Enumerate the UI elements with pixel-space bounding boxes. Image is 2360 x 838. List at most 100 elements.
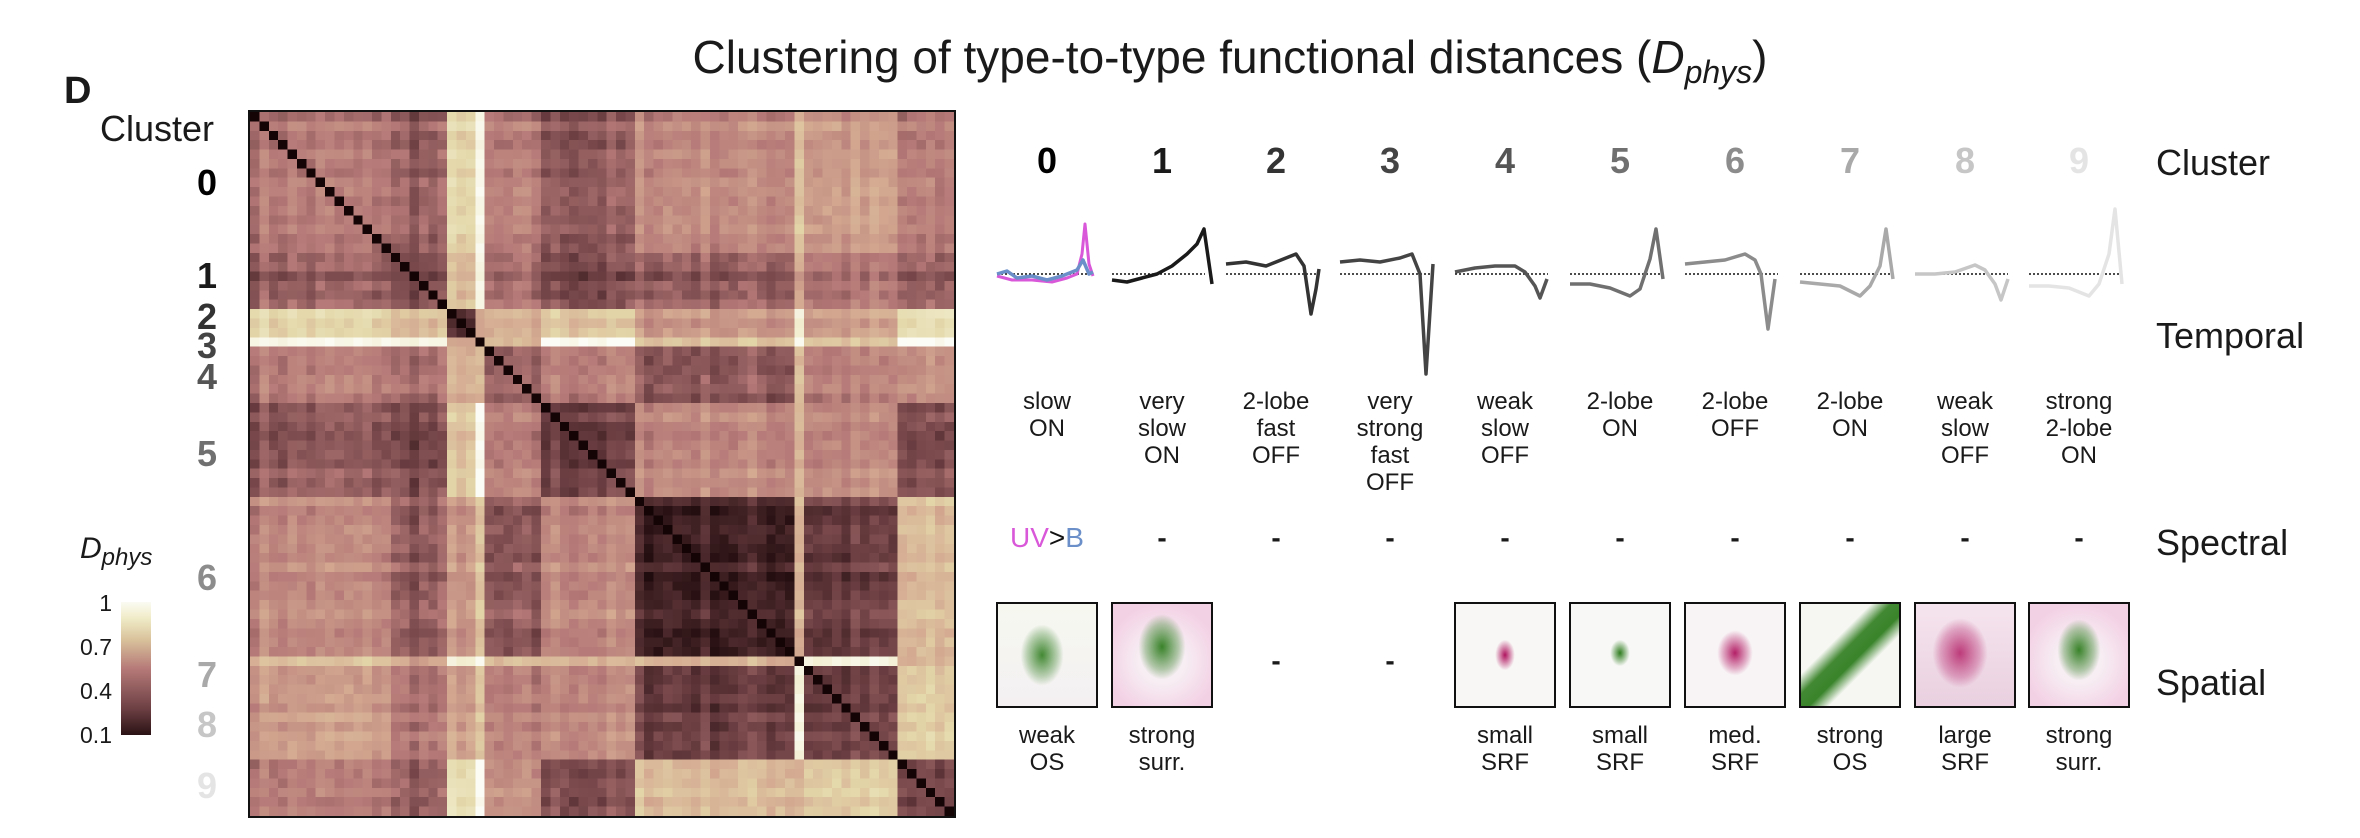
heatmap-cell <box>400 731 410 742</box>
heatmap-cell <box>644 722 654 732</box>
heatmap-cell <box>381 731 391 742</box>
heatmap-cell <box>907 468 917 479</box>
heatmap-cell <box>559 252 570 263</box>
heatmap-cell <box>878 412 889 422</box>
heatmap-cell <box>738 665 748 676</box>
heatmap-cell <box>531 515 542 526</box>
heatmap-cell <box>944 515 954 526</box>
heatmap-cell <box>606 637 617 648</box>
heatmap-cell <box>681 402 692 413</box>
heatmap-cell <box>296 168 307 178</box>
heatmap-cell <box>381 140 391 150</box>
heatmap-cell <box>935 693 945 704</box>
heatmap-cell <box>747 196 758 207</box>
heatmap-cell <box>944 712 954 723</box>
heatmap-cell <box>719 562 729 573</box>
heatmap-cell <box>728 337 739 347</box>
heatmap-cell <box>503 712 514 723</box>
heatmap-cell <box>268 496 279 507</box>
heatmap-cell <box>860 402 870 413</box>
heatmap-cell <box>287 412 298 422</box>
heatmap-cell <box>418 590 429 601</box>
heatmap-cell <box>841 534 851 544</box>
heatmap-cell <box>428 637 438 648</box>
heatmap-cell <box>822 318 833 329</box>
heatmap-cell <box>325 215 335 225</box>
heatmap-cell <box>343 149 354 160</box>
heatmap-cell <box>250 280 260 291</box>
heatmap-cell <box>681 647 692 657</box>
heatmap-cell <box>719 647 729 657</box>
heatmap-cell <box>353 609 363 620</box>
heatmap-cell <box>700 525 711 535</box>
heatmap-cell <box>709 356 720 366</box>
heatmap-cell <box>616 158 626 169</box>
heatmap-cell <box>578 693 589 704</box>
heatmap-cell <box>822 196 833 207</box>
heatmap-cell <box>672 327 682 338</box>
heatmap-cell <box>785 309 795 319</box>
heatmap-cell <box>841 637 851 648</box>
heatmap-cell <box>766 722 776 732</box>
heatmap-cell <box>409 130 420 141</box>
heatmap-cell <box>663 205 673 216</box>
heatmap-cell <box>503 280 514 291</box>
heatmap-cell <box>569 693 579 704</box>
heatmap-cell <box>897 402 908 413</box>
heatmap-cell <box>935 449 945 460</box>
heatmap-cell <box>606 168 617 178</box>
heatmap-cell <box>944 506 954 516</box>
heatmap-cell <box>775 149 786 160</box>
heatmap-cell <box>616 299 626 310</box>
heatmap-cell <box>362 196 373 207</box>
heatmap-cell <box>925 168 936 178</box>
heatmap-cell <box>325 402 335 413</box>
heatmap-cell <box>259 158 269 169</box>
heatmap-cell <box>822 234 833 244</box>
heatmap-cell <box>447 656 457 667</box>
heatmap-cell <box>343 440 354 451</box>
heatmap-cell <box>597 243 607 253</box>
heatmap-cell <box>494 468 504 479</box>
heatmap-cell <box>935 656 945 667</box>
heatmap-cell <box>343 496 354 507</box>
heatmap-cell <box>616 675 626 685</box>
heatmap-cell <box>343 309 354 319</box>
heatmap-cell <box>700 609 711 620</box>
heatmap-cell <box>672 600 682 610</box>
heatmap-cell <box>775 177 786 188</box>
heatmap-cell <box>935 553 945 563</box>
heatmap-cell <box>503 534 514 544</box>
heatmap-cell <box>315 581 326 591</box>
heatmap-cell <box>278 449 288 460</box>
heatmap-cell <box>287 581 298 591</box>
heatmap-cell <box>522 215 532 225</box>
heatmap-cell <box>569 234 579 244</box>
heatmap-cell <box>268 590 279 601</box>
heatmap-cell <box>437 318 448 329</box>
heatmap-cell <box>381 130 391 141</box>
heatmap-cell <box>916 393 927 404</box>
heatmap-cell <box>334 112 345 122</box>
heatmap-cell <box>437 656 448 667</box>
heatmap-cell <box>597 140 607 150</box>
heatmap-cell <box>550 431 560 441</box>
heatmap-cell <box>634 562 645 573</box>
heatmap-cell <box>587 112 598 122</box>
heatmap-cell <box>569 684 579 695</box>
heatmap-cell <box>841 140 851 150</box>
heatmap-cell <box>907 243 917 253</box>
heatmap-cell <box>822 112 833 122</box>
heatmap-cell <box>888 468 898 479</box>
heatmap-cell <box>747 571 758 582</box>
heatmap-cell <box>372 168 382 178</box>
heatmap-cell <box>522 468 532 479</box>
heatmap-cell <box>550 412 560 422</box>
heatmap-cell <box>540 130 551 141</box>
heatmap-cell <box>494 440 504 451</box>
heatmap-cell <box>644 496 654 507</box>
heatmap-cell <box>897 299 908 310</box>
heatmap-cell <box>822 581 833 591</box>
heatmap-cell <box>803 647 814 657</box>
heatmap-cell <box>775 384 786 394</box>
